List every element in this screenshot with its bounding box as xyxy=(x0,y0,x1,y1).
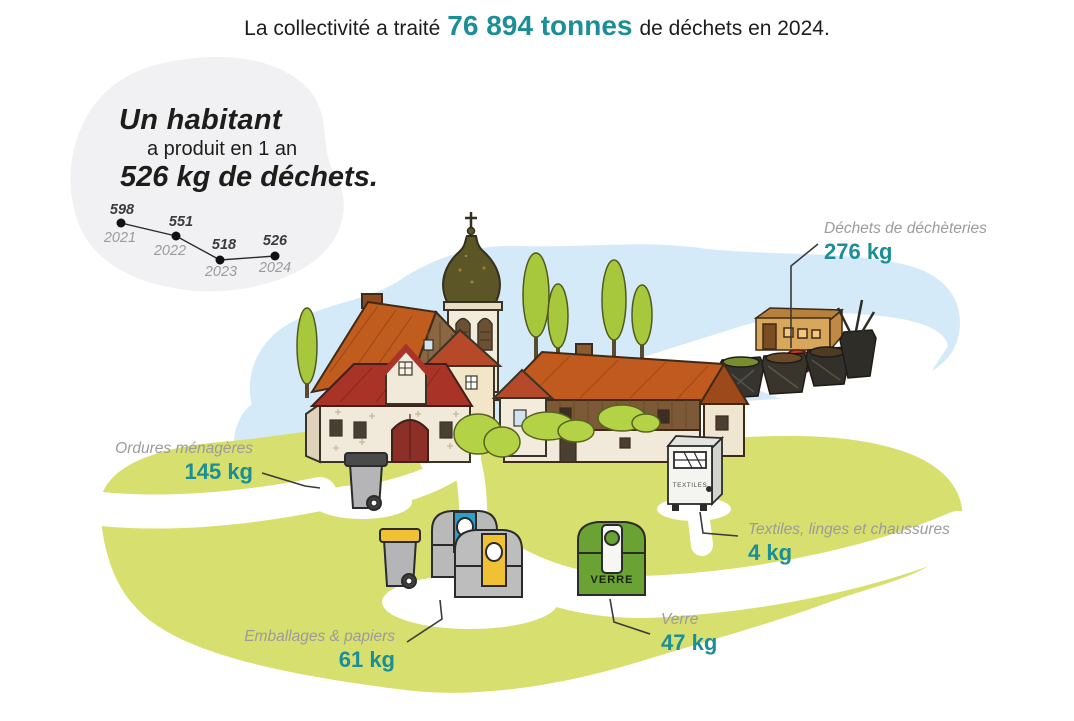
chart-year-2024: 2024 xyxy=(258,260,292,276)
chart-year-2023: 2023 xyxy=(204,264,238,280)
ordures-bin xyxy=(344,452,388,511)
label-emballages: Emballages & papiers 61 kg xyxy=(205,627,395,673)
leader-verre xyxy=(609,598,651,635)
chart-value-2023: 518 xyxy=(211,237,237,253)
leader-dechetteries xyxy=(790,243,819,348)
trees xyxy=(522,252,653,372)
label-ordures-name: Ordures ménagères xyxy=(115,440,253,457)
leader-emballages xyxy=(406,599,443,643)
habitant-line3: 526 kg de déchets. xyxy=(120,161,378,193)
label-dechetteries-value: 276 kg xyxy=(824,239,893,264)
label-textiles: Textiles, linges et chaussures 4 kg xyxy=(748,520,950,566)
habitant-blob xyxy=(70,56,344,292)
chart-value-2024: 526 xyxy=(262,233,288,249)
dechetterie-area xyxy=(640,299,948,403)
habitant-chart xyxy=(116,218,280,265)
textiles-container-label: TEXTILES xyxy=(673,482,708,489)
leader-lines xyxy=(261,243,819,643)
label-ordures: Ordures ménagères 145 kg xyxy=(108,439,253,485)
verre-container-label: VERRE xyxy=(591,574,634,586)
label-verre: Verre 47 kg xyxy=(661,610,717,656)
label-verre-name: Verre xyxy=(661,611,699,628)
chart-value-2022: 551 xyxy=(168,214,194,230)
title-suffix: de déchets en 2024. xyxy=(639,17,830,40)
chart-value-2021: 598 xyxy=(109,202,135,218)
textiles-container: TEXTILES xyxy=(666,435,725,511)
label-textiles-name: Textiles, linges et chaussures xyxy=(748,521,950,538)
label-ordures-value: 145 kg xyxy=(184,459,254,484)
page-title: La collectivité a traité 76 894 tonnes de … xyxy=(0,8,1074,47)
verre-container: VERRE xyxy=(577,521,646,596)
label-emballages-value: 61 kg xyxy=(338,647,395,672)
title-prefix: La collectivité a traité xyxy=(244,17,441,40)
label-emballages-name: Emballages & papiers xyxy=(244,628,395,645)
dechetterie-hangar xyxy=(753,307,845,353)
leader-textiles xyxy=(699,511,739,537)
bushes xyxy=(453,404,661,458)
village xyxy=(296,212,750,464)
habitant-line1: Un habitant xyxy=(119,104,282,136)
emballages-bins xyxy=(379,510,523,598)
title-highlight: 76 894 tonnes xyxy=(447,10,633,41)
tree-left xyxy=(296,307,318,398)
farm-building xyxy=(305,343,474,464)
label-dechetteries: Déchets de déchèteries 276 kg xyxy=(824,219,987,265)
label-dechetteries-name: Déchets de déchèteries xyxy=(824,220,987,237)
habitant-line2: a produit en 1 an xyxy=(147,138,298,160)
label-verre-value: 47 kg xyxy=(661,630,718,655)
chart-year-2022: 2022 xyxy=(153,243,187,259)
chart-year-2021: 2021 xyxy=(103,230,137,246)
label-textiles-value: 4 kg xyxy=(748,540,793,565)
leader-ordures xyxy=(261,472,321,489)
